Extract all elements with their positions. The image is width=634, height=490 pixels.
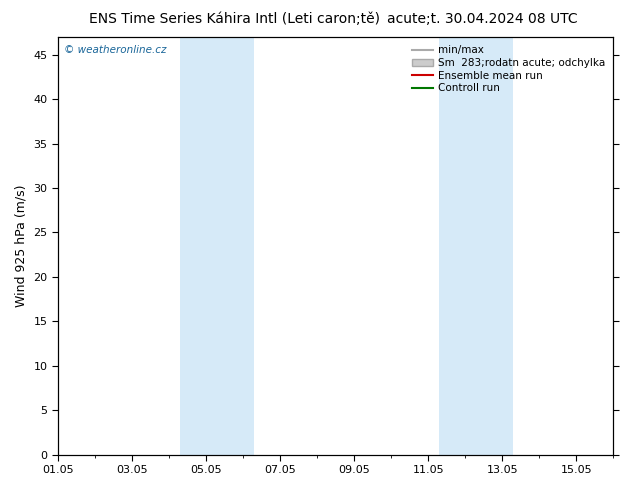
Text: ENS Time Series Káhira Intl (Leti caron;tě): ENS Time Series Káhira Intl (Leti caron;…: [89, 12, 380, 26]
Legend: min/max, Sm  283;rodatn acute; odchylka, Ensemble mean run, Controll run: min/max, Sm 283;rodatn acute; odchylka, …: [409, 42, 608, 97]
Bar: [180, 37, 254, 455]
Text: acute;t. 30.04.2024 08 UTC: acute;t. 30.04.2024 08 UTC: [387, 12, 577, 26]
Y-axis label: Wind 925 hPa (m/s): Wind 925 hPa (m/s): [15, 185, 28, 307]
Text: © weatheronline.cz: © weatheronline.cz: [63, 46, 166, 55]
Bar: [439, 37, 514, 455]
